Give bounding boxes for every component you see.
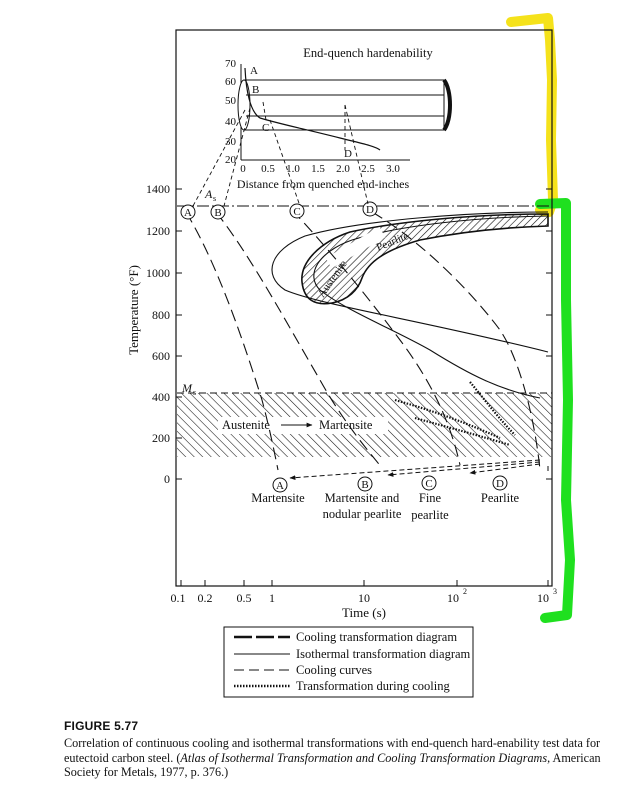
svg-text:1.5: 1.5	[311, 163, 325, 175]
svg-text:70: 70	[225, 58, 237, 70]
svg-text:2.5: 2.5	[361, 163, 375, 175]
caption-italic-title: Atlas of Isothermal Transformation and C…	[180, 750, 551, 765]
svg-text:D: D	[496, 478, 504, 490]
figure-caption-label: FIGURE 5.77	[64, 719, 139, 733]
caption-text: Correlation of continuous cooling and is…	[64, 736, 601, 765]
y-tick-1400: 1400	[146, 182, 170, 196]
x-tick-10-2: 10	[447, 591, 459, 605]
legend: Cooling transformation diagram Isotherma…	[223, 626, 474, 698]
svg-text:A: A	[276, 480, 284, 492]
svg-text:50: 50	[225, 95, 237, 107]
y-tick-200: 200	[152, 431, 170, 445]
band-label: Austenite Martensite	[222, 418, 373, 432]
product-c-line2: pearlite	[411, 508, 449, 522]
x-tick-0.1: 0.1	[171, 591, 186, 605]
as-subscript: s	[213, 194, 216, 203]
svg-text:60: 60	[225, 76, 237, 88]
y-tick-0: 0	[164, 472, 170, 486]
product-b-line1: Martensite and	[325, 491, 400, 505]
svg-text:0: 0	[240, 163, 246, 175]
caption-publisher: American Society for Metals, 1977, p. 37…	[64, 750, 601, 780]
inset-hardenability: 70 60 50 40 30 20 0 0.5 1.0 1.5 2.0 2.5 …	[192, 46, 452, 207]
as-label: A	[204, 187, 213, 201]
svg-text:A: A	[250, 65, 258, 77]
legend-item-cooling-transformation: Cooling transformation diagram	[296, 630, 457, 644]
austenite-pearlite-label-bg	[325, 226, 386, 269]
svg-text:0.5: 0.5	[261, 163, 275, 175]
x-tick-10: 10	[358, 591, 370, 605]
x-tick-10-3: 10	[537, 591, 549, 605]
svg-text:C: C	[293, 206, 300, 218]
svg-text:B: B	[214, 207, 221, 219]
y-tick-1200: 1200	[146, 224, 170, 238]
ms-label: M	[181, 381, 193, 395]
svg-text:B: B	[361, 479, 368, 491]
svg-text:2.0: 2.0	[336, 163, 350, 175]
svg-text:C: C	[425, 478, 432, 490]
legend-item-cooling-curves: Cooling curves	[296, 663, 372, 677]
svg-text:D: D	[366, 204, 374, 216]
inset-xlabel: Distance from quenched end-inches	[237, 177, 410, 191]
top-circled-points: A B C D	[180, 201, 378, 220]
svg-text:1.0: 1.0	[286, 163, 300, 175]
svg-text:Austenite: Austenite	[222, 418, 270, 432]
svg-text:B: B	[252, 84, 259, 96]
product-a: Martensite	[251, 491, 305, 505]
product-labels: Martensite Martensite and nodular pearli…	[251, 491, 519, 522]
x-tick-0.5: 0.5	[237, 591, 252, 605]
svg-text:40: 40	[225, 116, 237, 128]
y-axis: 1400 1200 1000 800 600 400 200 0 Tempera…	[126, 182, 552, 486]
y-tick-1000: 1000	[146, 266, 170, 280]
product-d: Pearlite	[481, 491, 520, 505]
svg-text:20: 20	[225, 154, 237, 166]
x-tick-2-exponent: 2	[463, 587, 467, 596]
cooling-curves	[185, 209, 541, 471]
yellow-highlight-bracket	[506, 13, 558, 217]
svg-text:C: C	[262, 122, 269, 134]
green-highlight-bracket	[535, 198, 575, 623]
y-tick-600: 600	[152, 349, 170, 363]
y-axis-label: Temperature (°F)	[126, 265, 141, 355]
x-tick-1: 1	[269, 591, 275, 605]
svg-text:3.0: 3.0	[386, 163, 400, 175]
svg-text:Martensite: Martensite	[319, 418, 373, 432]
transformation-during-cooling	[394, 381, 516, 447]
svg-text:A: A	[184, 207, 192, 219]
figure-diagram: 1400 1200 1000 800 600 400 200 0 Tempera…	[126, 13, 575, 698]
legend-item-transformation-during-cooling: Transformation during cooling	[296, 679, 450, 693]
y-tick-800: 800	[152, 308, 170, 322]
figure-caption: Correlation of continuous cooling and is…	[64, 736, 624, 780]
product-c-line1: Fine	[419, 491, 442, 505]
x-axis: 0.1 0.2 0.5 1 10 10 2 10 3 Time (s)	[171, 580, 557, 620]
x-tick-3-exponent: 3	[553, 587, 557, 596]
ms-subscript: s	[193, 388, 196, 397]
y-tick-400: 400	[152, 390, 170, 404]
x-tick-0.2: 0.2	[198, 591, 213, 605]
inset-title: End-quench hardenability	[303, 46, 433, 60]
svg-text:D: D	[344, 148, 352, 160]
svg-text:30: 30	[225, 136, 237, 148]
legend-item-isothermal: Isothermal transformation diagram	[296, 647, 471, 661]
product-circled-points: A B C D	[272, 475, 508, 493]
product-b-line2: nodular pearlite	[323, 507, 402, 521]
product-arrows	[289, 459, 549, 481]
x-axis-label: Time (s)	[342, 605, 386, 620]
